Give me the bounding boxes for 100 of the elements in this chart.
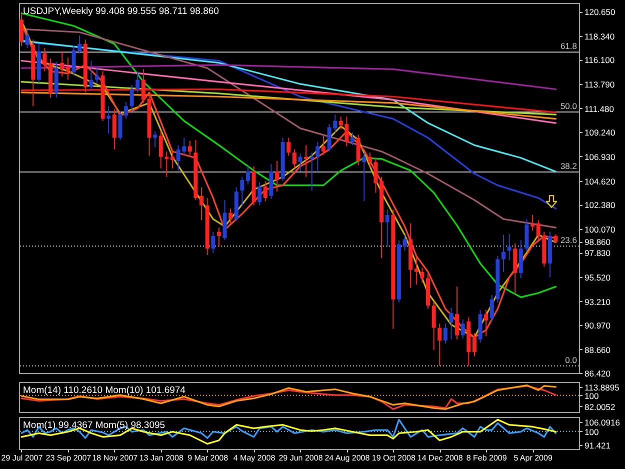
y-tick-label: 88.660: [584, 344, 611, 355]
candlestick: [420, 267, 424, 283]
y-tick-label: 100.070: [584, 224, 616, 234]
y-tick-label: 93.210: [584, 296, 611, 307]
candlestick: [368, 152, 372, 168]
y-tick-label: 98.860: [584, 237, 611, 248]
candlestick: [460, 318, 465, 339]
candlestick: [298, 153, 302, 172]
candlestick: [89, 60, 94, 91]
line-series: [20, 64, 557, 90]
x-tick-label: 29 Jul 2007: [1, 454, 44, 462]
x-tick-label: 9 Mar 2008: [188, 454, 229, 462]
candlestick: [292, 148, 296, 169]
x-tick-label: 5 Apr 2009: [514, 454, 553, 462]
x-tick-label: 24 Aug 2008: [324, 454, 370, 462]
chart-title: Mom(1) 99.4367 Mom(5) 98.3095: [23, 420, 166, 431]
candlestick: [141, 68, 146, 104]
y-tick-label: 102.380: [584, 200, 616, 210]
candlestick: [60, 50, 64, 78]
candlestick: [124, 101, 128, 120]
candlestick: [275, 160, 280, 192]
candlestick: [164, 151, 169, 178]
candlestick: [402, 234, 407, 252]
candlestick: [414, 256, 418, 286]
annotation: 38.2: [560, 161, 578, 172]
candlestick: [258, 182, 262, 206]
candlestick: [153, 130, 158, 148]
candlestick: [385, 209, 390, 248]
line-series: [20, 418, 557, 445]
candlestick: [536, 220, 540, 241]
y-tick-label: 86.420: [584, 368, 611, 378]
candlestick: [443, 323, 448, 344]
y-tick-label: 100: [584, 426, 599, 437]
candlestick: [362, 152, 366, 202]
line-series: [20, 60, 557, 124]
candlestick: [118, 110, 122, 140]
y-tick-label: 100: [584, 390, 599, 401]
candlestick: [310, 152, 314, 192]
candlestick: [321, 135, 326, 156]
chart-title: USDJPY,Weekly 99.408 99.555 98.711 98.860: [23, 6, 219, 17]
y-tick-label: 106.0916: [584, 417, 620, 428]
candlestick: [484, 309, 488, 337]
candlestick: [449, 307, 454, 340]
x-tick-label: 13 Jan 2008: [139, 454, 184, 462]
candlestick: [112, 108, 116, 150]
candlestick: [42, 48, 47, 72]
y-tick-label: 113.790: [584, 80, 615, 90]
candlestick: [530, 214, 535, 232]
line-series: [20, 92, 557, 120]
chart-title: Mom(14) 110.2610 Mom(10) 101.6974: [23, 385, 186, 396]
x-tick-label: 19 Oct 2008: [372, 454, 416, 462]
y-tick-label: 109.240: [584, 128, 616, 138]
y-tick-label: 97.830: [584, 248, 611, 258]
line-series: [20, 418, 557, 439]
y-tick-label: 111.480: [584, 104, 614, 114]
y-tick-label: 95.520: [584, 272, 611, 282]
candlestick: [106, 106, 111, 134]
candlestick: [130, 84, 134, 112]
candlestick: [507, 233, 512, 261]
candlestick: [136, 70, 140, 93]
candlestick: [490, 294, 494, 322]
candlestick: [502, 234, 506, 272]
y-tick-label: 113.8895: [584, 382, 620, 392]
y-tick-label: 106.930: [584, 152, 616, 162]
y-tick-label: 118.340: [584, 32, 615, 42]
x-tick-label: 29 Jun 2008: [278, 454, 324, 462]
x-tick-label: 23 Sep 2007: [46, 454, 92, 462]
candlestick: [455, 286, 460, 340]
x-tick-label: 8 Feb 2009: [466, 454, 508, 462]
candlestick: [263, 180, 268, 202]
candlestick: [438, 323, 442, 366]
annotation: 0.0: [565, 354, 578, 365]
candlestick: [158, 130, 163, 169]
candlestick: [66, 57, 70, 80]
candlestick: [316, 142, 320, 172]
candlestick: [211, 231, 216, 254]
candlestick: [200, 186, 204, 221]
x-tick-label: 18 Nov 2007: [92, 454, 138, 462]
candlestick: [246, 166, 250, 185]
y-tick-label: 120.650: [584, 7, 616, 18]
candlestick: [286, 137, 291, 156]
y-tick-label: 82.0052: [584, 402, 616, 412]
candlestick: [304, 144, 308, 178]
y-tick-label: 104.620: [584, 176, 616, 186]
annotation: 50.0: [560, 101, 578, 112]
candlestick: [374, 157, 378, 194]
line-series: [20, 88, 557, 114]
candlestick: [228, 208, 233, 224]
candlestick: [240, 176, 244, 207]
candlestick: [356, 134, 360, 166]
annotation: 23.6: [560, 235, 578, 246]
candlestick: [188, 140, 192, 156]
x-tick-label: 14 Dec 2008: [417, 454, 464, 462]
candlestick: [472, 332, 476, 357]
line-series: [20, 81, 557, 116]
candlestick: [170, 151, 174, 169]
candlestick: [432, 300, 436, 350]
y-tick-label: 90.970: [584, 320, 611, 330]
y-tick-label: 91.421: [584, 440, 611, 450]
candlestick: [94, 66, 99, 84]
